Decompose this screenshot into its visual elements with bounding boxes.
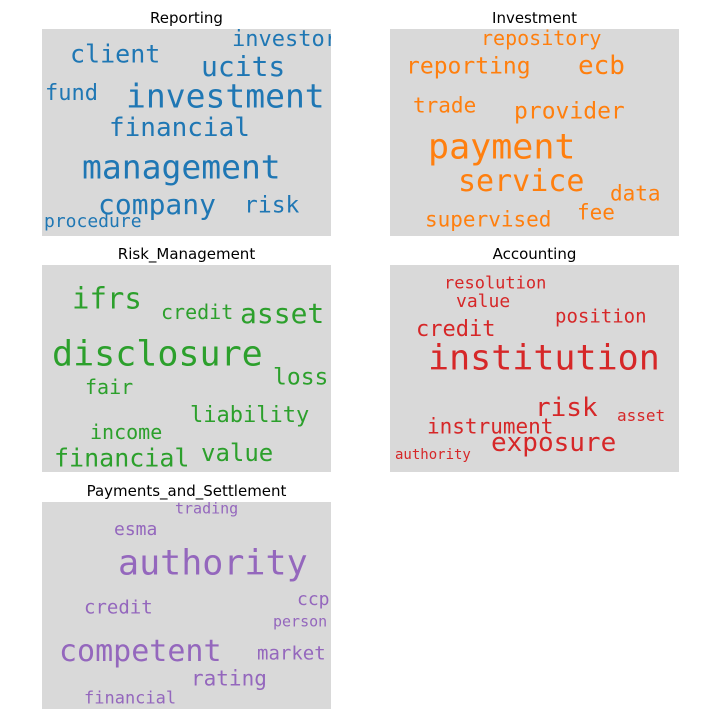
cloud-word: data bbox=[610, 181, 661, 206]
cloud-word: credit bbox=[84, 596, 153, 619]
cloud-word: esma bbox=[114, 519, 158, 540]
cloud-word: income bbox=[90, 420, 163, 444]
cloud-word: resolution bbox=[444, 273, 547, 294]
cloud-word: payment bbox=[428, 127, 576, 168]
cloud-word: investor bbox=[232, 29, 331, 52]
cloud-word: rating bbox=[191, 666, 267, 691]
cloud-word: repository bbox=[481, 29, 602, 50]
cloud-word: person bbox=[273, 612, 328, 631]
cloud-word: supervised bbox=[425, 207, 552, 232]
cloud-word: trade bbox=[413, 93, 477, 118]
cloud-panel-reporting: investor client ucits fund investment financi… bbox=[42, 29, 331, 236]
cloud-word: management bbox=[82, 147, 281, 187]
cloud-word: asset bbox=[240, 297, 325, 330]
cloud-word: financial bbox=[84, 688, 177, 709]
cloud-word: financial bbox=[109, 113, 250, 143]
cloud-panel-payments-and-settlement: trading esma authority ccp credit person compe… bbox=[42, 502, 331, 709]
cloud-word: financial bbox=[54, 443, 190, 472]
cloud-word: ucits bbox=[201, 50, 286, 83]
cloud-word: ccp bbox=[297, 589, 330, 610]
cloud-word: liability bbox=[190, 403, 310, 428]
cloud-word: authority bbox=[395, 447, 471, 463]
cloud-word: value bbox=[201, 439, 274, 467]
cloud-word: competent bbox=[59, 634, 222, 669]
cloud-word: exposure bbox=[491, 428, 617, 458]
cloud-word: credit bbox=[416, 317, 496, 342]
cloud-word: risk bbox=[244, 192, 300, 219]
cloud-word: fee bbox=[577, 200, 615, 225]
cloud-word: disclosure bbox=[52, 334, 263, 375]
cloud-word: asset bbox=[617, 406, 666, 425]
cloud-word: company bbox=[98, 188, 217, 221]
cloud-word: service bbox=[458, 164, 585, 199]
cloud-word: authority bbox=[118, 543, 308, 584]
cloud-word: investment bbox=[126, 76, 325, 116]
cloud-title-risk-management: Risk_Management bbox=[117, 245, 256, 263]
cloud-word: client bbox=[70, 39, 161, 69]
cloud-panel-investment: repository reporting ecb trade provider payme… bbox=[390, 29, 679, 236]
cloud-word: instrument bbox=[427, 414, 554, 439]
cloud-word: fund bbox=[45, 81, 98, 106]
cloud-word: trading bbox=[175, 502, 239, 518]
cloud-word: value bbox=[456, 291, 511, 312]
cloud-word: reporting bbox=[406, 53, 531, 80]
cloud-word: loss bbox=[273, 364, 329, 391]
cloud-title-accounting: Accounting bbox=[492, 245, 577, 263]
cloud-panel-accounting: resolution value position credit institution… bbox=[390, 265, 679, 472]
cloud-word: ecb bbox=[578, 51, 625, 81]
cloud-title-investment: Investment bbox=[492, 9, 577, 27]
cloud-word: position bbox=[555, 305, 647, 328]
cloud-title-payments-and-settlement: Payments_and_Settlement bbox=[86, 482, 287, 500]
cloud-word: fair bbox=[85, 375, 134, 399]
cloud-word: provider bbox=[514, 98, 625, 125]
cloud-word: procedure bbox=[44, 211, 142, 232]
cloud-word: risk bbox=[535, 393, 598, 423]
cloud-title-reporting: Reporting bbox=[150, 9, 223, 27]
cloud-word: credit bbox=[161, 300, 234, 324]
cloud-word: institution bbox=[428, 338, 660, 379]
cloud-word: ifrs bbox=[72, 281, 142, 316]
cloud-word: market bbox=[257, 642, 326, 665]
cloud-panel-risk-management: ifrs credit asset disclosure loss fair liabili… bbox=[42, 265, 331, 472]
